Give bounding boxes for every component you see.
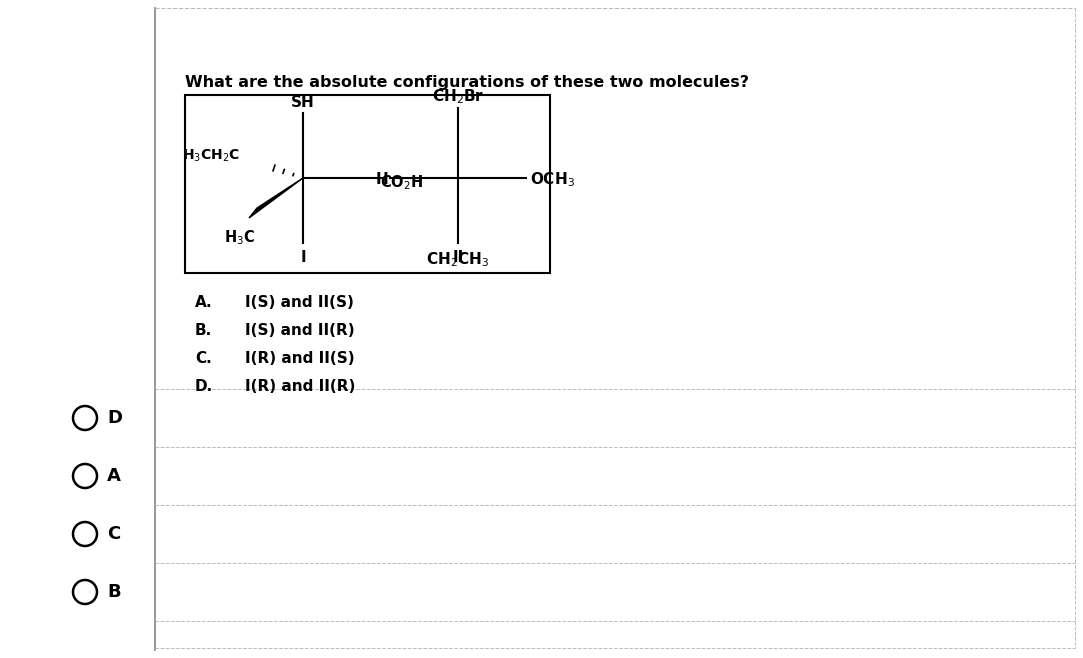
Polygon shape — [249, 178, 303, 218]
Text: I: I — [300, 250, 305, 265]
Text: A.: A. — [195, 295, 212, 310]
Text: H$_3$C: H$_3$C — [224, 228, 255, 247]
Text: B: B — [107, 583, 120, 601]
Text: CO$_2$H: CO$_2$H — [380, 174, 423, 192]
Text: SH: SH — [291, 95, 315, 110]
Text: CH$_2$Br: CH$_2$Br — [432, 88, 484, 106]
Text: What are the absolute configurations of these two molecules?: What are the absolute configurations of … — [185, 75, 749, 90]
Text: D.: D. — [195, 379, 213, 394]
Text: D: D — [107, 409, 122, 427]
Text: I(R) and II(S): I(R) and II(S) — [245, 351, 354, 366]
Text: B.: B. — [195, 323, 212, 338]
Text: C: C — [107, 525, 120, 543]
Text: I(S) and II(S): I(S) and II(S) — [245, 295, 354, 310]
Text: H: H — [375, 172, 388, 188]
Text: I(S) and II(R): I(S) and II(R) — [245, 323, 354, 338]
Bar — [185, 95, 550, 273]
Text: H$_3$CH$_2$C: H$_3$CH$_2$C — [182, 148, 240, 164]
Text: II: II — [453, 250, 464, 265]
Text: CH$_2$CH$_3$: CH$_2$CH$_3$ — [427, 250, 490, 268]
Text: C.: C. — [195, 351, 212, 366]
Text: OCH$_3$: OCH$_3$ — [530, 170, 575, 190]
Text: A: A — [107, 467, 121, 485]
Text: I(R) and II(R): I(R) and II(R) — [245, 379, 355, 394]
